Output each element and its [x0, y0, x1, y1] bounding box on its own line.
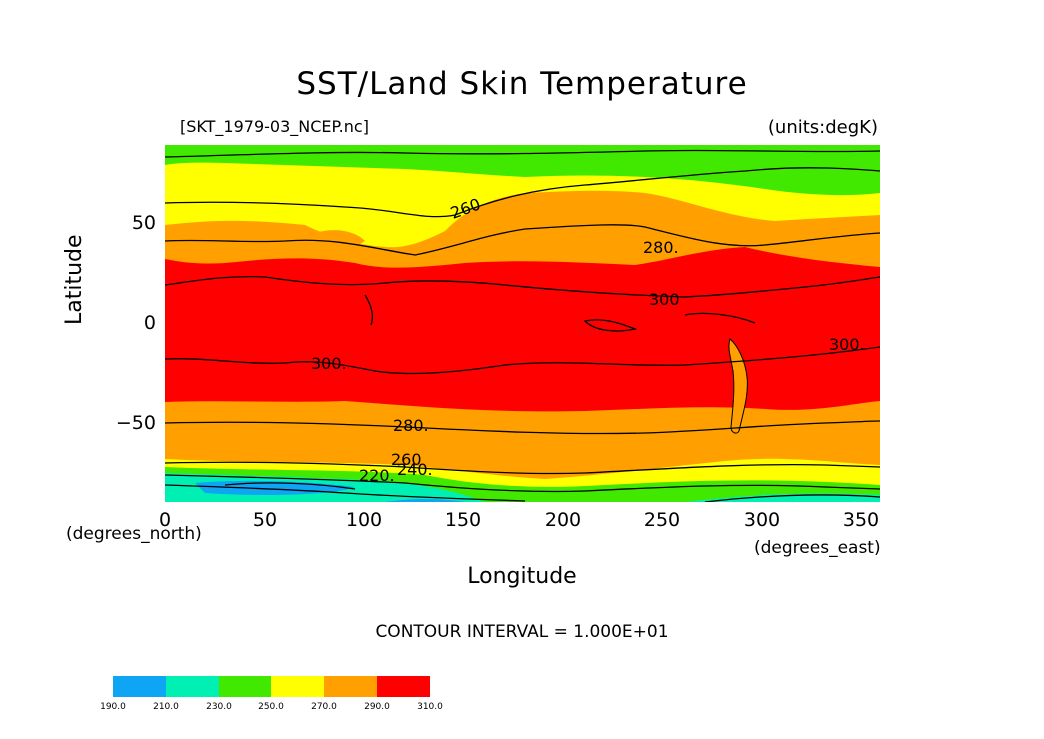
- x-tick-250: 250: [643, 509, 681, 531]
- y-tick-50: 50: [131, 212, 156, 234]
- colorbar-label: 250.0: [258, 702, 284, 712]
- colorbar-swatch: [166, 676, 219, 697]
- units-label: (units:degK): [767, 117, 878, 138]
- x-tick-200: 200: [544, 509, 582, 531]
- temperature-map: 260 280. 300 300. 300. 280. 260 220. 240…: [165, 145, 880, 502]
- contour-label: 260: [391, 450, 422, 469]
- colorbar-swatch: [219, 676, 271, 697]
- contour-label: 300: [649, 290, 680, 309]
- y-tick-0: 0: [143, 312, 156, 334]
- colorbar-swatch: [113, 676, 166, 697]
- x-axis-label: Longitude: [467, 564, 577, 589]
- colorbar-label: 310.0: [417, 702, 443, 712]
- y-axis-label: Latitude: [62, 234, 87, 325]
- colorbar-label: 270.0: [311, 702, 337, 712]
- map-title: SST/Land Skin Temperature: [296, 66, 748, 102]
- x-tick-100: 100: [345, 509, 383, 531]
- contour-label: 240.: [397, 460, 433, 479]
- colorbar-label: 230.0: [206, 702, 232, 712]
- x-tick-350: 350: [842, 509, 880, 531]
- x-tick-150: 150: [444, 509, 482, 531]
- lat-unit-label: (degrees_north): [66, 524, 202, 544]
- lon-unit-label: (degrees_east): [754, 538, 881, 558]
- x-tick-50: 50: [252, 509, 278, 531]
- contour-label: 300.: [311, 354, 347, 373]
- contour-label: 300.: [829, 335, 865, 354]
- colorbar-label: 190.0: [100, 702, 126, 712]
- contour-label: 220.: [359, 466, 395, 485]
- south-america-strip: [728, 338, 748, 434]
- colorbar-swatch: [271, 676, 324, 697]
- contour-lines: [165, 149, 880, 502]
- contour-label: 280.: [393, 416, 429, 435]
- file-label: [SKT_1979-03_NCEP.nc]: [180, 117, 369, 136]
- contour-interval-note: CONTOUR INTERVAL = 1.000E+01: [375, 622, 669, 642]
- colorbar-swatch: [324, 676, 377, 697]
- colorbar-label: 290.0: [364, 702, 390, 712]
- colorbar-label: 210.0: [153, 702, 179, 712]
- x-tick-0: 0: [158, 509, 172, 531]
- contour-label: 280.: [643, 238, 679, 257]
- colorbar-swatch: [377, 676, 430, 697]
- band-green-north: [165, 145, 880, 196]
- x-tick-300: 300: [743, 509, 781, 531]
- y-tick-minus-50: −50: [115, 412, 156, 434]
